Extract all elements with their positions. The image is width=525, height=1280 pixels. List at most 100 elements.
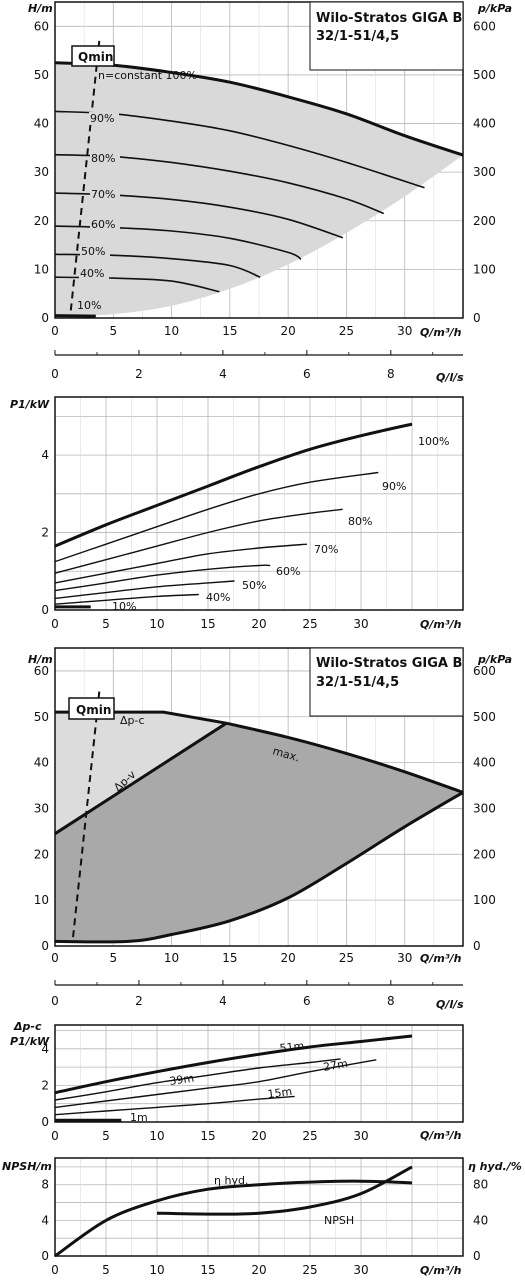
x-tick-label: 5 bbox=[109, 951, 117, 965]
hq-reg-ylabel-left: H/m bbox=[28, 653, 53, 666]
x-tick-label: 30 bbox=[353, 1263, 368, 1277]
y-tick-label: 60 bbox=[34, 19, 49, 33]
label-bg bbox=[79, 267, 109, 280]
x-tick-label: 0 bbox=[51, 617, 59, 631]
hq-regulated-chart: 0 5 10 15 20 25 300102030405060010020030040050… bbox=[28, 647, 512, 965]
hq-title-line2: 32/1-51/4,5 bbox=[316, 29, 399, 44]
y2-tick-label: 400 bbox=[473, 756, 496, 770]
y2-tick-label: 300 bbox=[473, 165, 496, 179]
npsh-label: NPSH bbox=[324, 1214, 354, 1227]
x-tick-label: 10 bbox=[149, 1263, 164, 1277]
hq-curve-label: 60% bbox=[91, 218, 115, 231]
x-tick-label: 10 bbox=[149, 617, 164, 631]
hq-curve bbox=[54, 61, 464, 157]
power-curve bbox=[54, 593, 199, 605]
min-curve bbox=[54, 791, 464, 944]
hq-curve-label: 10% bbox=[77, 299, 101, 312]
x-tick-label: 30 bbox=[397, 951, 412, 965]
y2-tick-label: 80 bbox=[473, 1178, 488, 1192]
x-tick-label: 15 bbox=[200, 1129, 215, 1143]
npsh-ylabel-right: η hyd./% bbox=[468, 1160, 522, 1173]
ls-tick-label: 2 bbox=[135, 367, 143, 381]
npsh-grid bbox=[55, 1158, 463, 1256]
ls-axis-1-label: Q/l/s bbox=[436, 371, 464, 384]
hq-curve-label: 40% bbox=[80, 267, 104, 280]
y-tick-label: 50 bbox=[34, 710, 49, 724]
x-tick-label: 5 bbox=[102, 617, 110, 631]
power-reg-curves bbox=[54, 1034, 413, 1122]
power-reg-ylabel-1: Δp-c bbox=[13, 1020, 42, 1033]
power-curve-label: 90% bbox=[382, 480, 406, 493]
y-tick-label: 10 bbox=[34, 893, 49, 907]
x-tick-label: 5 bbox=[109, 324, 117, 338]
max-curve bbox=[226, 721, 464, 794]
x-tick-label: 10 bbox=[149, 1129, 164, 1143]
y-tick-label: 0 bbox=[41, 1249, 49, 1263]
hq-reg-title-line1: Wilo-Stratos GIGA B bbox=[316, 656, 462, 671]
power-reg-curve-labels: 51m 39m 27m 15m 1m bbox=[130, 1039, 349, 1124]
npsh-curve bbox=[156, 1165, 413, 1216]
power-curve bbox=[54, 471, 379, 563]
flow-ls-axis-2: 0 2 4 6 8 Q/l/s bbox=[51, 980, 464, 1011]
hq-curve-label: 90% bbox=[90, 112, 114, 125]
qmin-line-2 bbox=[71, 691, 101, 943]
hq-reg-qmin-label: Qmin bbox=[76, 703, 111, 717]
hq-reg-tick-labels: 0 5 10 15 20 25 300102030405060010020030040050… bbox=[34, 664, 496, 965]
hq-ylabel-left: H/m bbox=[28, 2, 53, 15]
x-tick-label: 15 bbox=[200, 617, 215, 631]
label-bg bbox=[90, 152, 120, 165]
y-tick-label: 2 bbox=[41, 526, 49, 540]
ls-tick-label: 0 bbox=[51, 994, 59, 1008]
power-reg-tick-labels: 0 5 10 15 20 25 30 0 2 4 bbox=[41, 1042, 368, 1143]
ls-axis-1-ticks: 0 2 4 6 8 bbox=[51, 350, 434, 381]
x-tick-label: 0 bbox=[51, 951, 59, 965]
y2-tick-label: 100 bbox=[473, 893, 496, 907]
x-tick-label: 30 bbox=[353, 1129, 368, 1143]
hq-xlabel-top: Q/m³/h bbox=[420, 326, 462, 339]
power-curve-labels: 100% 90% 80% 70% 60% 50% 40% 10% bbox=[112, 435, 449, 613]
y-tick-label: 8 bbox=[41, 1178, 49, 1192]
power-curve-label: 80% bbox=[348, 515, 372, 528]
ls-tick-label: 6 bbox=[303, 367, 311, 381]
y2-tick-label: 600 bbox=[473, 664, 496, 678]
y2-tick-label: 300 bbox=[473, 801, 496, 815]
power-curve bbox=[54, 564, 271, 592]
x-tick-label: 25 bbox=[302, 1129, 317, 1143]
power-reg-curve-label: 15m bbox=[267, 1085, 293, 1101]
y2-tick-label: 200 bbox=[473, 847, 496, 861]
hq-curve-label: 70% bbox=[91, 188, 115, 201]
x-tick-label: 25 bbox=[302, 1263, 317, 1277]
power-reg-curve-label: 1m bbox=[130, 1111, 148, 1124]
power-reg-grid bbox=[55, 1025, 463, 1122]
power-grid bbox=[55, 397, 463, 610]
y-tick-label: 60 bbox=[34, 664, 49, 678]
y-tick-label: 0 bbox=[41, 1115, 49, 1129]
hq-qmin-label: Qmin bbox=[78, 50, 113, 64]
x-tick-label: 5 bbox=[102, 1129, 110, 1143]
power-reg-ylabel-2: P1/kW bbox=[10, 1035, 50, 1048]
hq-chart: 0 5 10 15 20 25 300102030405060010020030040050… bbox=[28, 1, 512, 339]
qmin-line bbox=[69, 40, 101, 317]
hq-reg-ylabel-right: p/kPa bbox=[477, 653, 512, 666]
power-curve-label: 100% bbox=[418, 435, 449, 448]
power-curve bbox=[54, 543, 307, 584]
label-bg bbox=[90, 188, 120, 201]
npsh-curves bbox=[54, 1165, 413, 1258]
label-bg bbox=[90, 218, 120, 231]
ls-tick-label: 4 bbox=[219, 367, 227, 381]
ls-tick-label: 8 bbox=[387, 367, 395, 381]
x-tick-label: 15 bbox=[222, 951, 237, 965]
power-curve-label: 60% bbox=[276, 565, 300, 578]
x-tick-label: 25 bbox=[339, 951, 354, 965]
x-tick-label: 15 bbox=[200, 1263, 215, 1277]
y-tick-label: 4 bbox=[41, 1042, 49, 1056]
ls-axis-2-ticks: 0 2 4 6 8 bbox=[51, 980, 434, 1008]
x-tick-label: 25 bbox=[339, 324, 354, 338]
y-tick-label: 4 bbox=[41, 448, 49, 462]
dp-v-line bbox=[54, 721, 228, 835]
y-tick-label: 40 bbox=[34, 117, 49, 131]
hq-curve-labels: 90% 80% 70% 60% 50% 40% 10% bbox=[76, 112, 120, 312]
y-tick-label: 0 bbox=[41, 603, 49, 617]
hq-curve bbox=[54, 314, 96, 318]
y-tick-label: 40 bbox=[34, 756, 49, 770]
